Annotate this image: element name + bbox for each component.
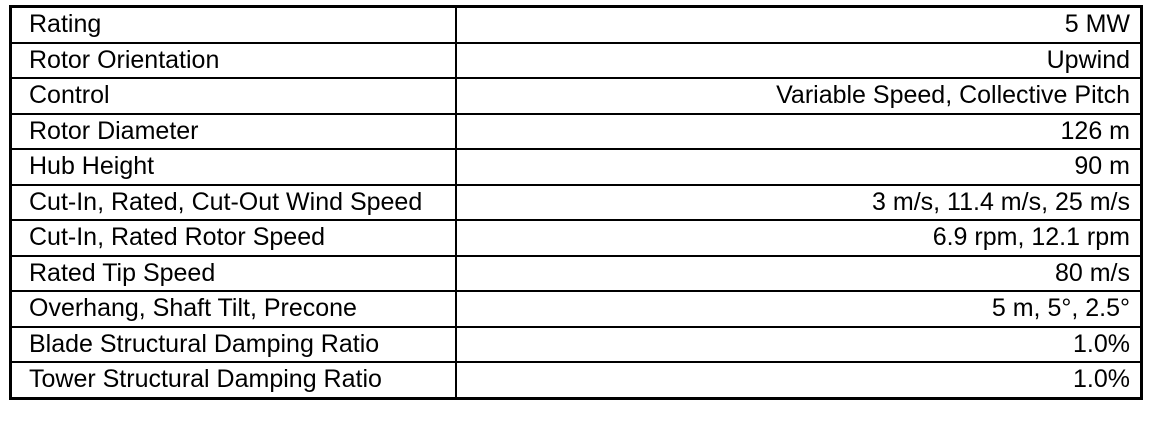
row-value: 90 m <box>455 148 1143 186</box>
row-label: Cut-In, Rated, Cut-Out Wind Speed <box>9 183 457 221</box>
table-row: Rated Tip Speed 80 m/s <box>9 254 1143 292</box>
row-label: Overhang, Shaft Tilt, Precone <box>9 290 457 328</box>
row-value: Upwind <box>455 41 1143 79</box>
row-value: 80 m/s <box>455 254 1143 292</box>
row-value: Variable Speed, Collective Pitch <box>455 77 1143 115</box>
specification-table: Rating 5 MW Rotor Orientation Upwind Control… <box>9 5 1143 400</box>
row-label: Hub Height <box>9 148 457 186</box>
row-label: Control <box>9 77 457 115</box>
row-label: Cut-In, Rated Rotor Speed <box>9 219 457 257</box>
table-row: Overhang, Shaft Tilt, Precone 5 m, 5°, 2.… <box>9 290 1143 328</box>
table-row: Cut-In, Rated Rotor Speed 6.9 rpm, 12.1 r… <box>9 219 1143 257</box>
table-row: Rating 5 MW <box>9 5 1143 44</box>
row-label: Rated Tip Speed <box>9 254 457 292</box>
row-label: Rating <box>9 5 457 44</box>
row-label: Rotor Orientation <box>9 41 457 79</box>
row-value: 5 m, 5°, 2.5° <box>455 290 1143 328</box>
row-label: Tower Structural Damping Ratio <box>9 361 457 399</box>
table-row: Rotor Diameter 126 m <box>9 112 1143 150</box>
table-row: Blade Structural Damping Ratio 1.0% <box>9 325 1143 363</box>
row-value: 3 m/s, 11.4 m/s, 25 m/s <box>455 183 1143 221</box>
table-body: Rating 5 MW Rotor Orientation Upwind Control… <box>9 5 1143 399</box>
row-label: Blade Structural Damping Ratio <box>9 325 457 363</box>
table-row: Rotor Orientation Upwind <box>9 41 1143 79</box>
row-label: Rotor Diameter <box>9 112 457 150</box>
row-value: 6.9 rpm, 12.1 rpm <box>455 219 1143 257</box>
table-row: Cut-In, Rated, Cut-Out Wind Speed 3 m/s, … <box>9 183 1143 221</box>
table-row: Control Variable Speed, Collective Pitch <box>9 77 1143 115</box>
row-value: 1.0% <box>455 361 1143 399</box>
table-row: Tower Structural Damping Ratio 1.0% <box>9 361 1143 399</box>
row-value: 126 m <box>455 112 1143 150</box>
table-row: Hub Height 90 m <box>9 148 1143 186</box>
row-value: 5 MW <box>455 5 1143 44</box>
row-value: 1.0% <box>455 325 1143 363</box>
